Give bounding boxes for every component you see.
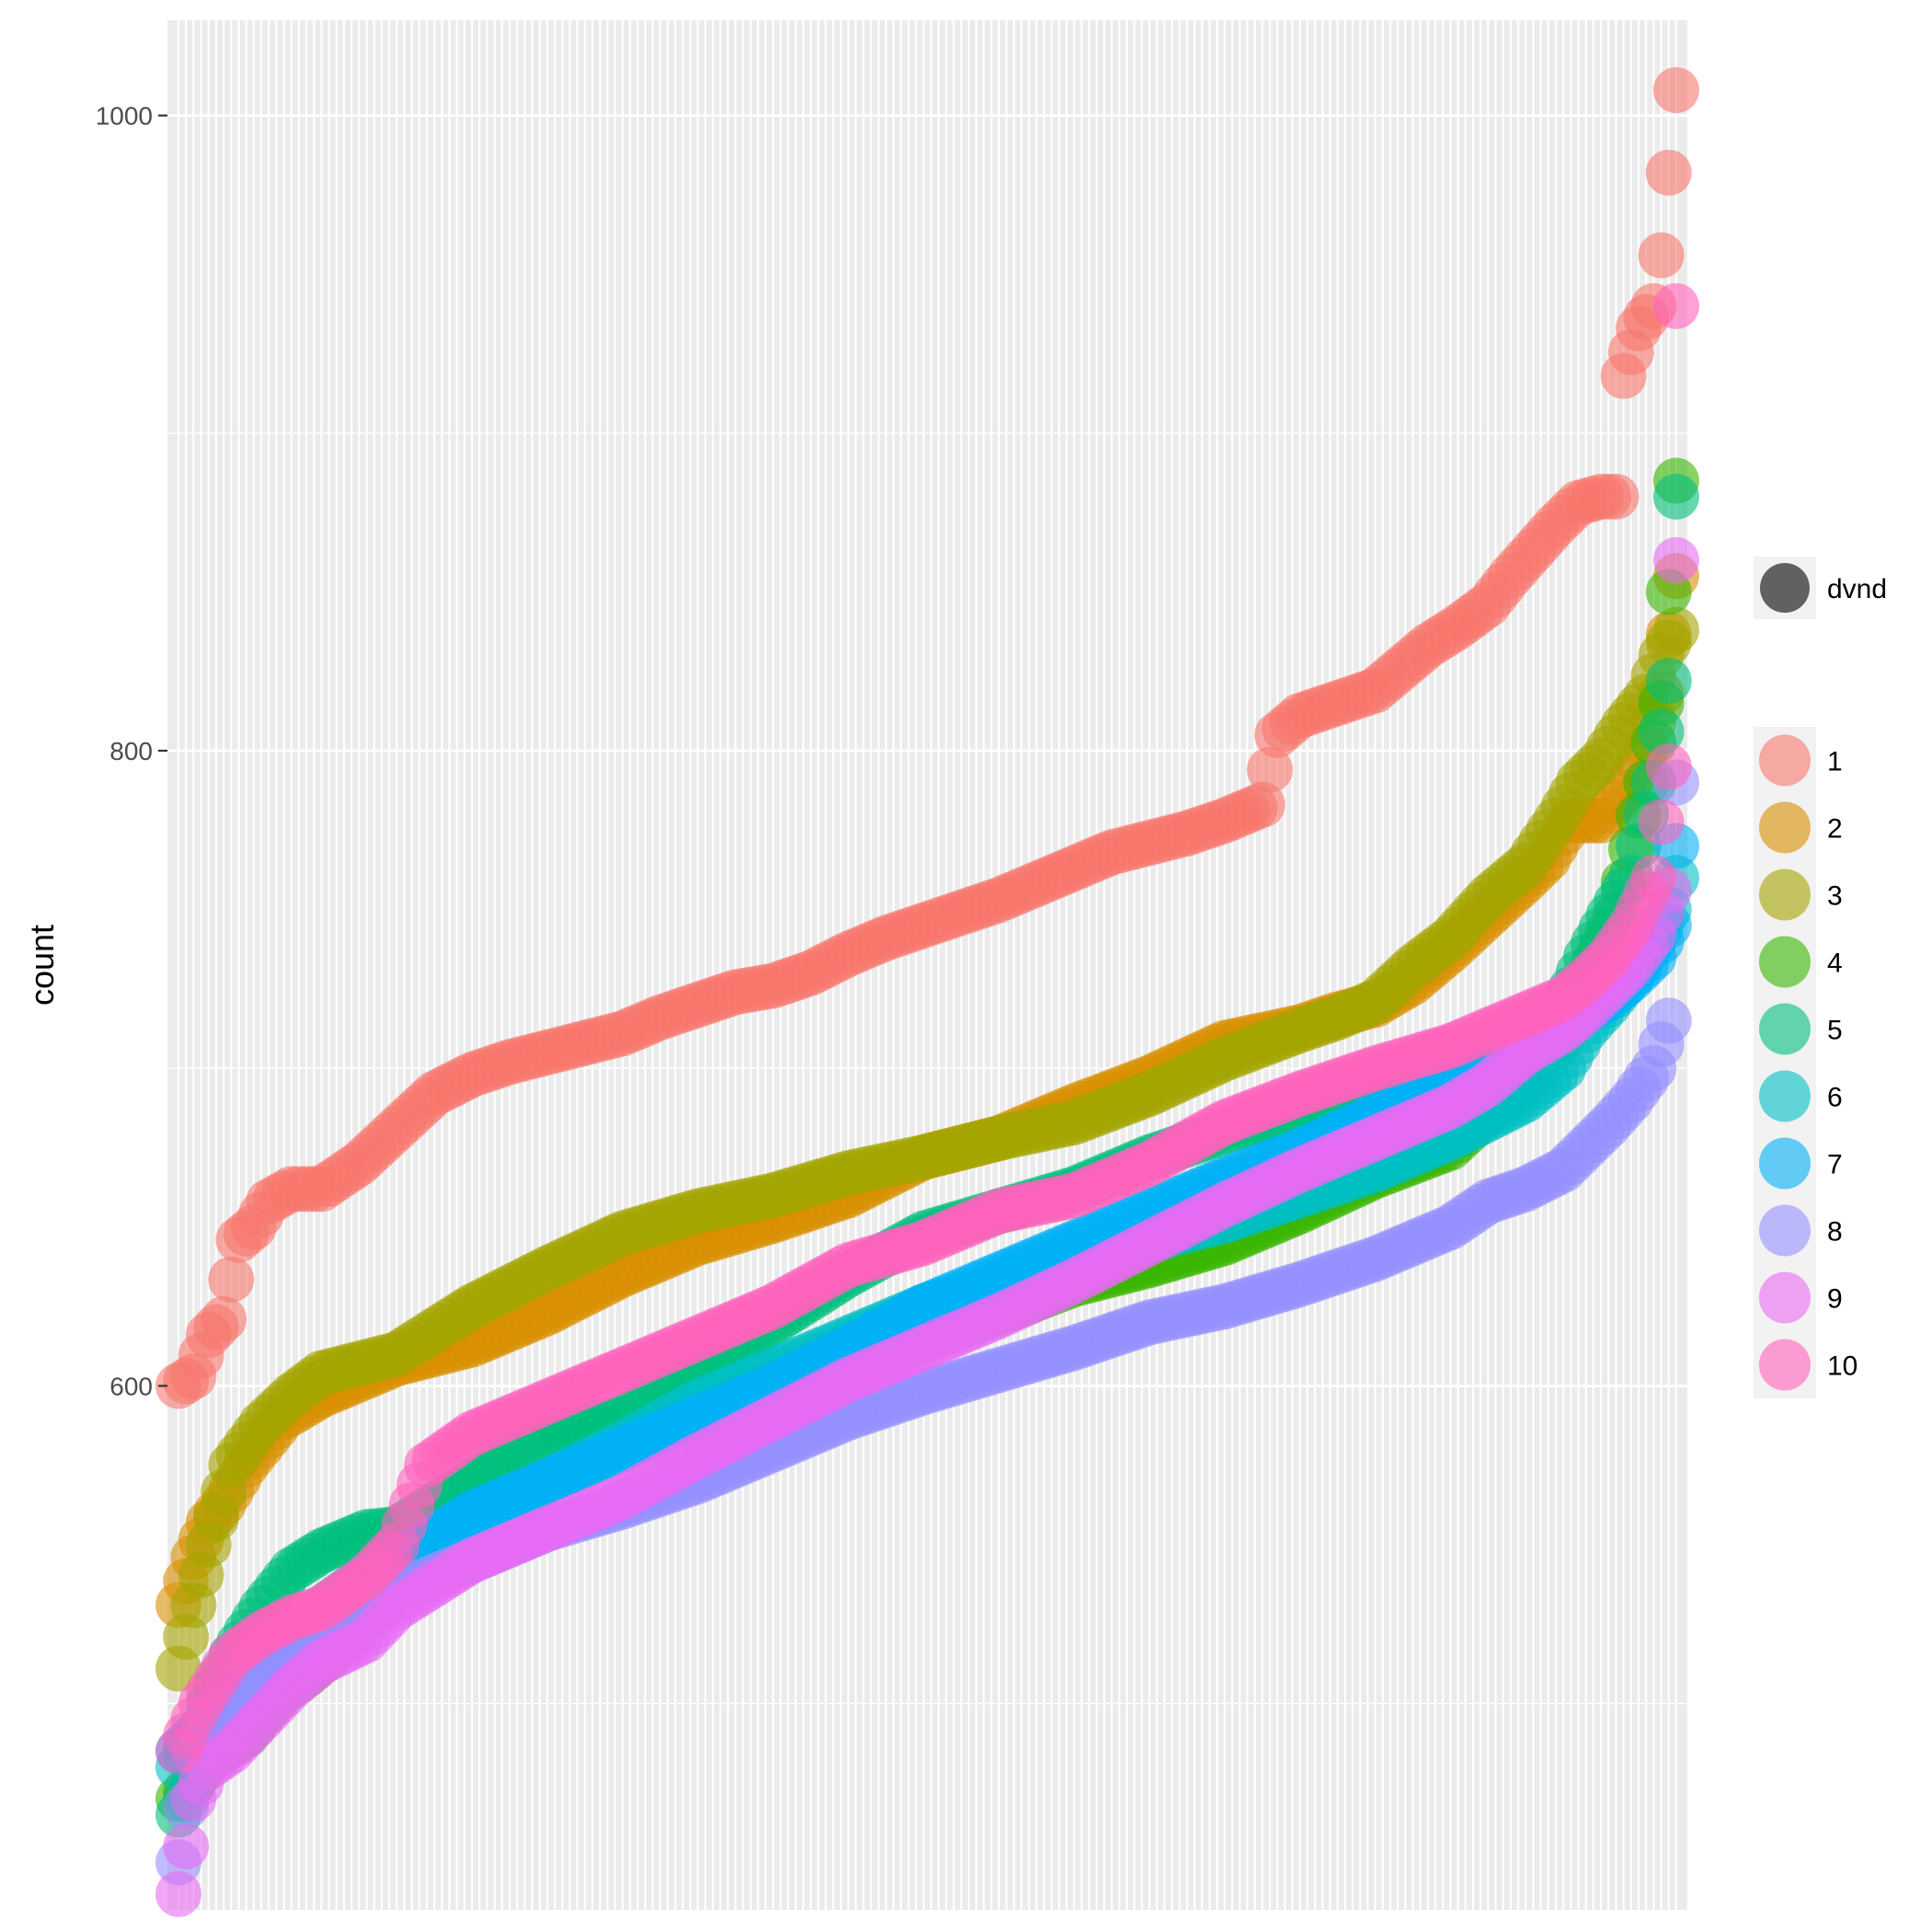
legend-item-8: 8	[1754, 1197, 1843, 1264]
legend-item-10: 10	[1754, 1331, 1857, 1398]
data-point	[208, 1256, 255, 1303]
legend-swatch	[1759, 1204, 1811, 1257]
legend-label: 8	[1827, 1217, 1843, 1248]
legend-item-5: 5	[1754, 995, 1843, 1063]
legend-item-3: 3	[1754, 861, 1843, 928]
legend-label: 10	[1827, 1351, 1857, 1382]
data-point	[163, 1823, 210, 1869]
data-point	[1653, 66, 1699, 113]
legend-swatch	[1759, 936, 1811, 988]
legend-label: 4	[1827, 949, 1843, 979]
data-point	[1638, 708, 1685, 755]
series-9	[155, 536, 1699, 1917]
legend-swatch	[1759, 1137, 1811, 1190]
series-10	[155, 282, 1699, 1775]
data-point	[1645, 743, 1692, 790]
data-point	[1638, 799, 1685, 845]
size-legend: dvnd	[1754, 557, 1887, 619]
data-point	[1630, 855, 1677, 902]
legend-swatch	[1759, 734, 1811, 787]
y-tick-label: 600	[109, 1372, 153, 1400]
legend-label: 3	[1827, 881, 1843, 912]
legend-swatch	[1759, 1003, 1811, 1055]
size-legend-dot	[1760, 563, 1810, 613]
legend-item-9: 9	[1754, 1264, 1843, 1331]
data-point	[1645, 658, 1692, 705]
legend-swatch	[1759, 1271, 1811, 1324]
data-point	[1593, 473, 1639, 520]
data-point	[1645, 149, 1692, 196]
legend-swatch	[1759, 1339, 1811, 1391]
legend-item-6: 6	[1754, 1063, 1843, 1130]
legend-label: 5	[1827, 1016, 1843, 1046]
legend-swatch	[1759, 1070, 1811, 1122]
data-point	[1653, 536, 1699, 583]
legend-item-2: 2	[1754, 794, 1843, 861]
legend-label: 7	[1827, 1150, 1843, 1180]
legend-label: 1	[1827, 747, 1843, 777]
y-axis: 600 800 1000	[96, 102, 167, 1400]
series-3	[155, 606, 1699, 1692]
data-points	[155, 66, 1699, 1917]
data-point	[1239, 781, 1286, 828]
series-1	[155, 66, 1699, 1409]
colour-legend: 1 2 3 4 5 6 7 8 9 10	[1754, 727, 1857, 1398]
y-tick-label: 1000	[96, 102, 153, 131]
data-point	[1247, 746, 1294, 793]
size-legend-label: dvnd	[1827, 574, 1887, 604]
data-point	[155, 1870, 201, 1917]
data-point	[1653, 282, 1699, 329]
legend-swatch	[1759, 868, 1811, 921]
legend-item-4: 4	[1754, 928, 1843, 995]
data-point	[201, 1295, 247, 1342]
legend-swatch	[1759, 801, 1811, 854]
legend-label: 6	[1827, 1083, 1843, 1113]
data-point	[1653, 473, 1699, 520]
y-axis-title: count	[23, 925, 61, 1006]
data-point	[1645, 997, 1692, 1044]
legend-label: 9	[1827, 1284, 1843, 1315]
y-tick-label: 800	[109, 737, 153, 765]
data-point	[1653, 606, 1699, 653]
data-point	[1638, 232, 1685, 279]
legend-item-7: 7	[1754, 1130, 1843, 1197]
legend-item-1: 1	[1754, 727, 1843, 794]
legend-label: 2	[1827, 814, 1843, 845]
